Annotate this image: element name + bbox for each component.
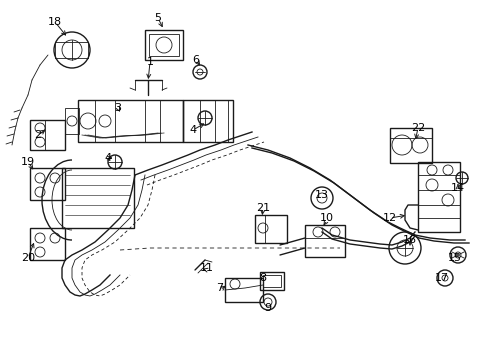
Bar — [65, 108, 79, 134]
Bar — [254, 215, 286, 243]
Bar — [30, 120, 65, 150]
Bar — [417, 162, 459, 232]
Text: 6: 6 — [192, 55, 199, 65]
Text: 4: 4 — [104, 153, 111, 163]
Bar — [30, 228, 65, 260]
Text: 21: 21 — [255, 203, 269, 213]
Text: 11: 11 — [200, 263, 214, 273]
Bar — [145, 30, 183, 60]
Bar — [78, 100, 183, 142]
Text: 15: 15 — [447, 253, 461, 263]
Bar — [305, 225, 345, 257]
Bar — [62, 168, 134, 228]
Bar — [263, 275, 281, 287]
Text: 1: 1 — [146, 57, 153, 67]
Text: 19: 19 — [21, 157, 35, 167]
Text: 10: 10 — [319, 213, 333, 223]
Bar — [389, 128, 431, 163]
Text: 20: 20 — [21, 253, 35, 263]
Text: 13: 13 — [314, 190, 328, 200]
Text: 9: 9 — [264, 303, 271, 313]
Text: 7: 7 — [216, 283, 223, 293]
Bar — [149, 34, 179, 56]
Text: 5: 5 — [154, 13, 161, 23]
Text: 2: 2 — [34, 130, 41, 140]
Bar — [224, 278, 263, 302]
Bar — [30, 168, 65, 200]
Text: 12: 12 — [382, 213, 396, 223]
Bar — [183, 100, 232, 142]
Bar — [260, 272, 284, 290]
Text: 14: 14 — [450, 183, 464, 193]
Text: 22: 22 — [410, 123, 424, 133]
Text: 18: 18 — [48, 17, 62, 27]
Text: 8: 8 — [259, 273, 266, 283]
Text: 4: 4 — [189, 125, 196, 135]
Text: 16: 16 — [402, 235, 416, 245]
Text: 17: 17 — [434, 273, 448, 283]
Text: 3: 3 — [114, 103, 121, 113]
